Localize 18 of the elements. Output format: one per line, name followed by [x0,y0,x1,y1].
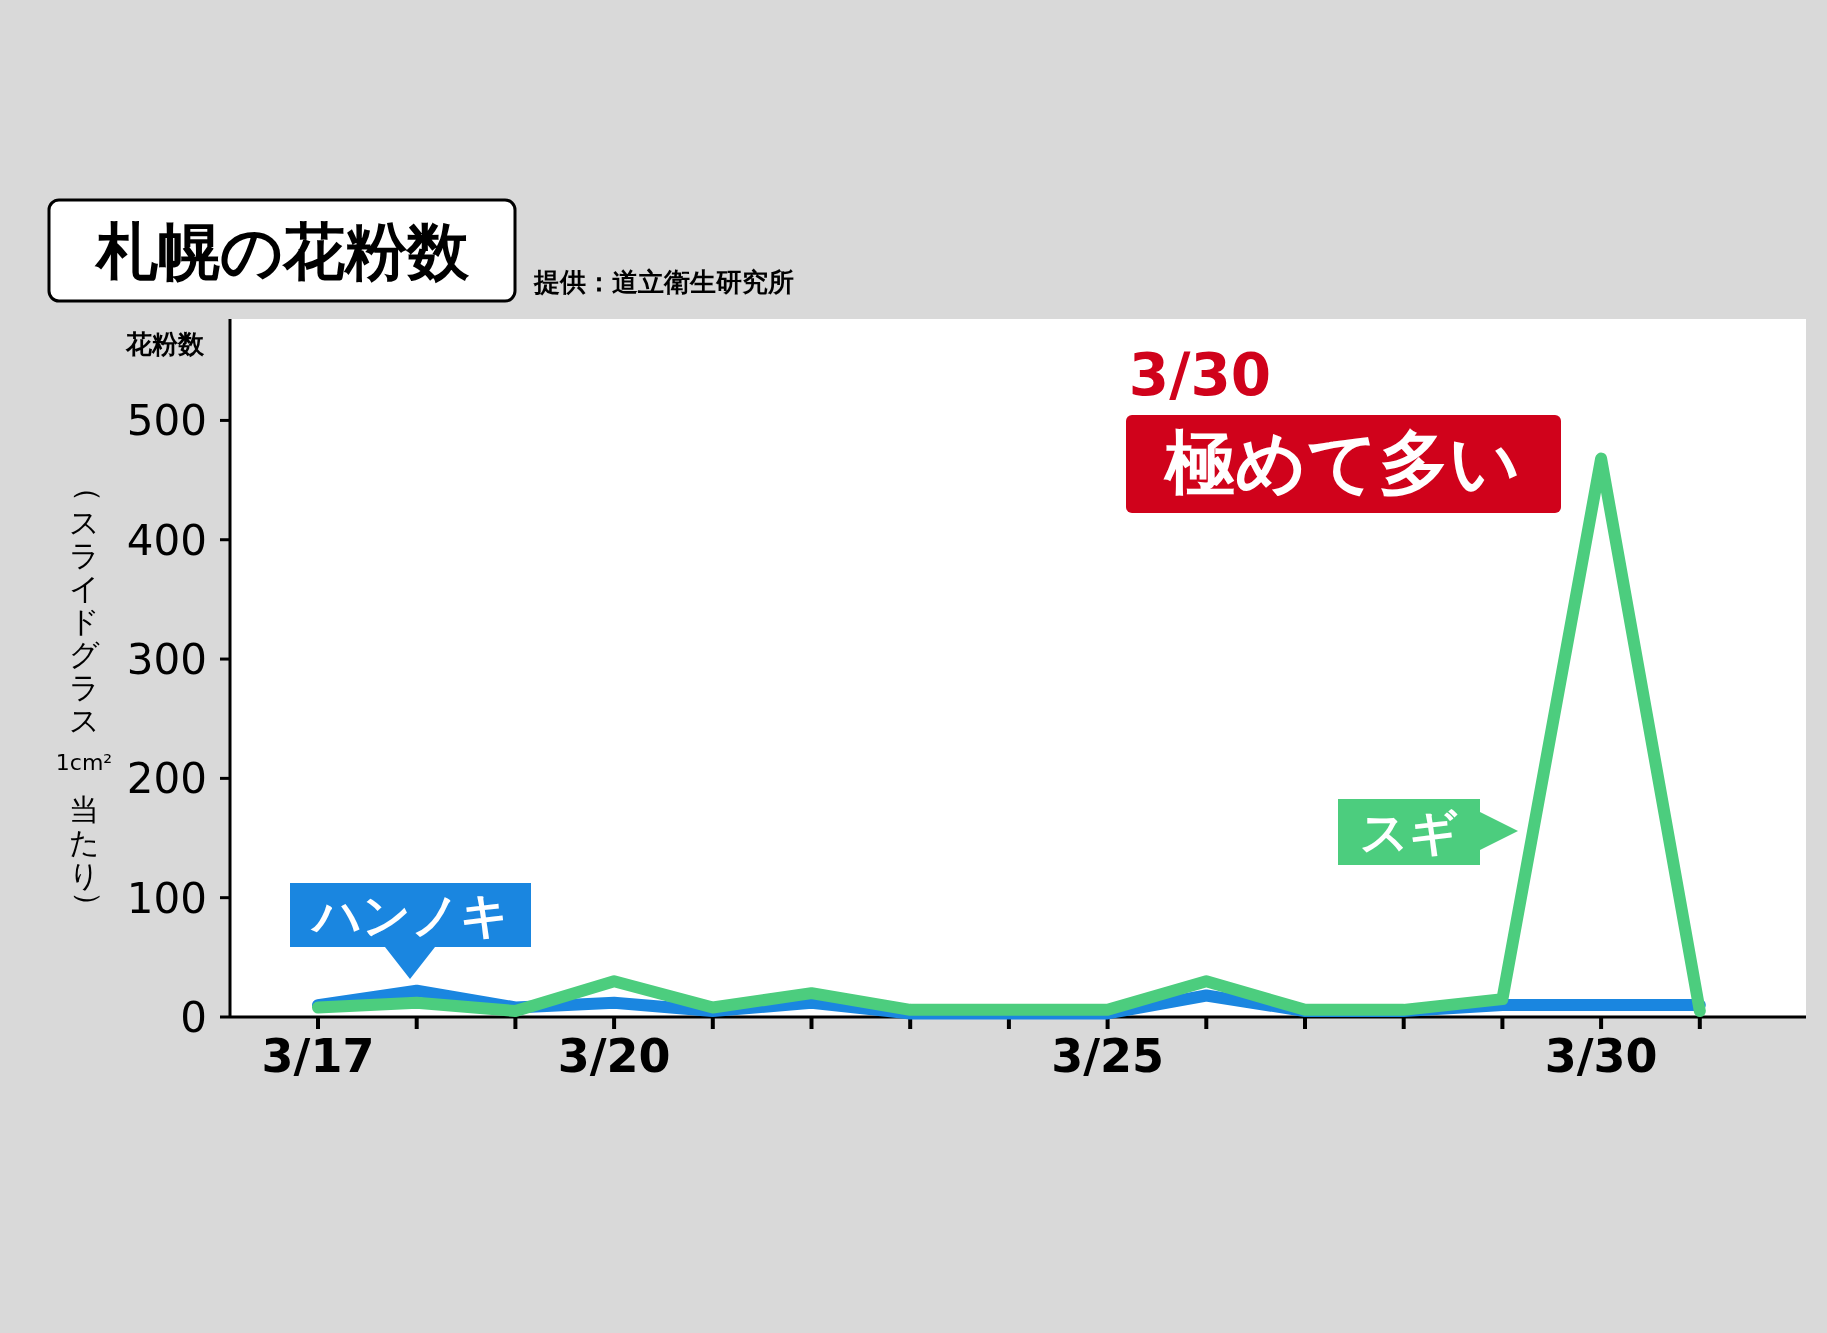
y-tick-label: 300 [126,635,207,685]
y-tick-label: 500 [126,396,207,446]
y-tick-label: 100 [126,873,207,923]
y-axis-title: 花粉数 [125,329,205,359]
x-tick-label: 3/25 [1051,1029,1165,1083]
x-tick-label: 3/17 [261,1029,375,1083]
chart-title: 札幌の花粉数 [93,215,470,288]
series-label: ハンノキ [309,887,509,943]
x-tick-label: 3/20 [557,1029,671,1083]
y-tick-label: 200 [126,754,207,804]
text: 提供：道立衛生研究所 [533,267,794,297]
y-tick-label: 400 [126,515,207,565]
y-tick-label: 0 [180,993,207,1042]
annotation: 3/30 [1128,341,1272,409]
annotation: 極めて多い [1163,422,1521,504]
x-tick-label: 3/30 [1544,1029,1658,1083]
text: （スライドグラス 1cm² 当たり） [55,472,113,921]
legend-label: スギ [1360,804,1458,860]
